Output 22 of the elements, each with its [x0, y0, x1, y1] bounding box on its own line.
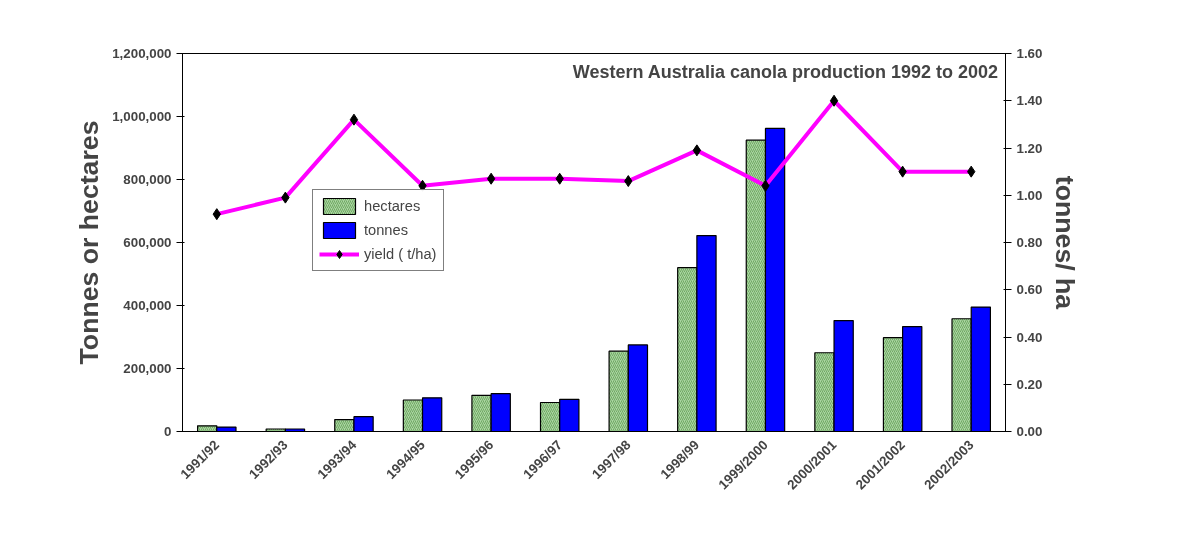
y2-tick-label: 1.00 [1016, 187, 1043, 203]
y-tick-label: 600,000 [123, 235, 172, 250]
legend-label: yield ( t/ha) [364, 246, 437, 262]
y2-tick-label: 0.60 [1016, 282, 1043, 298]
y2-tick-label: 1.40 [1016, 93, 1043, 109]
y-tick-label: 1,200,000 [112, 46, 172, 61]
legend-label: hectares [364, 198, 421, 214]
y2-tick-label: 0.80 [1016, 235, 1043, 250]
y2-tick-label: 0.00 [1016, 424, 1043, 439]
y-tick-label: 200,000 [123, 361, 172, 376]
y2-tick-label: 0.20 [1016, 376, 1043, 392]
y2-axis-title: tonnes/ ha [1050, 175, 1081, 310]
y-tick-label: 800,000 [123, 172, 172, 187]
y2-tick-label: 1.20 [1016, 140, 1043, 156]
y2-tick-label: 0.40 [1016, 329, 1043, 345]
y-tick-label: 400,000 [123, 298, 172, 313]
y2-tick-label: 1.60 [1016, 46, 1043, 61]
y-tick-label: 1,000,000 [112, 109, 172, 124]
y-tick-label: 0 [164, 424, 172, 439]
legend-label: tonnes [364, 222, 409, 238]
chart-title: Western Australia canola production 1992 to 2002 [572, 61, 998, 82]
y-axis-title: Tonnes or hectares [74, 120, 105, 365]
